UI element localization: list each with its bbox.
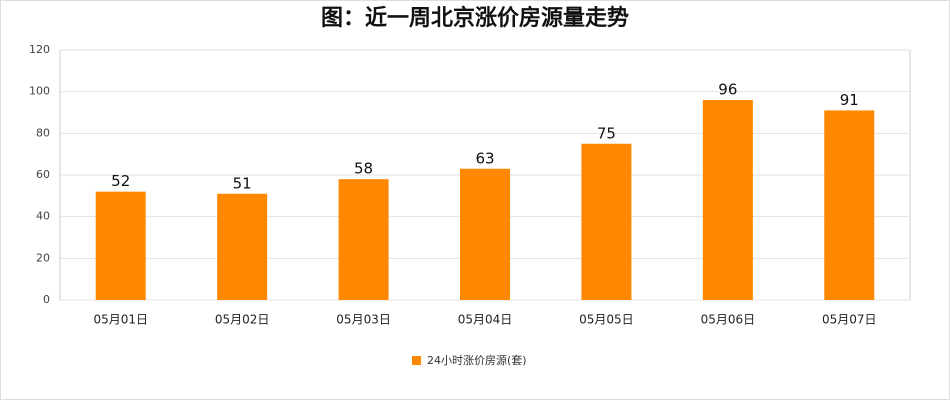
- bar: [338, 179, 389, 300]
- x-tick-label: 05月07日: [822, 313, 877, 327]
- bar: [581, 143, 632, 300]
- chart-title: 图：近一周北京涨价房源量走势: [321, 5, 629, 31]
- y-tick-label: 120: [29, 43, 50, 56]
- value-label: 58: [354, 160, 373, 178]
- y-tick-label: 20: [36, 251, 50, 264]
- x-tick-label: 05月03日: [336, 313, 391, 327]
- value-label: 51: [233, 174, 252, 192]
- y-tick-label: 100: [29, 85, 50, 98]
- bar: [95, 191, 146, 300]
- legend-label: 24小时涨价房源(套): [427, 353, 527, 367]
- legend-swatch: [412, 356, 421, 365]
- bar: [702, 100, 753, 300]
- x-tick-label: 05月01日: [93, 313, 148, 327]
- value-label: 75: [597, 124, 616, 142]
- value-label: 96: [718, 81, 737, 99]
- x-tick-label: 05月02日: [215, 313, 270, 327]
- y-tick-label: 60: [36, 168, 50, 181]
- value-label: 52: [111, 172, 130, 190]
- x-tick-label: 05月05日: [579, 313, 634, 327]
- x-tick-label: 05月04日: [458, 313, 513, 327]
- y-tick-label: 0: [43, 293, 50, 306]
- bar: [460, 168, 510, 300]
- value-label: 91: [840, 91, 859, 109]
- x-tick-label: 05月06日: [701, 313, 756, 327]
- y-tick-label: 80: [36, 126, 50, 139]
- bar: [824, 110, 875, 301]
- bar: [217, 193, 268, 300]
- value-label: 63: [475, 149, 494, 167]
- y-tick-label: 40: [36, 210, 50, 223]
